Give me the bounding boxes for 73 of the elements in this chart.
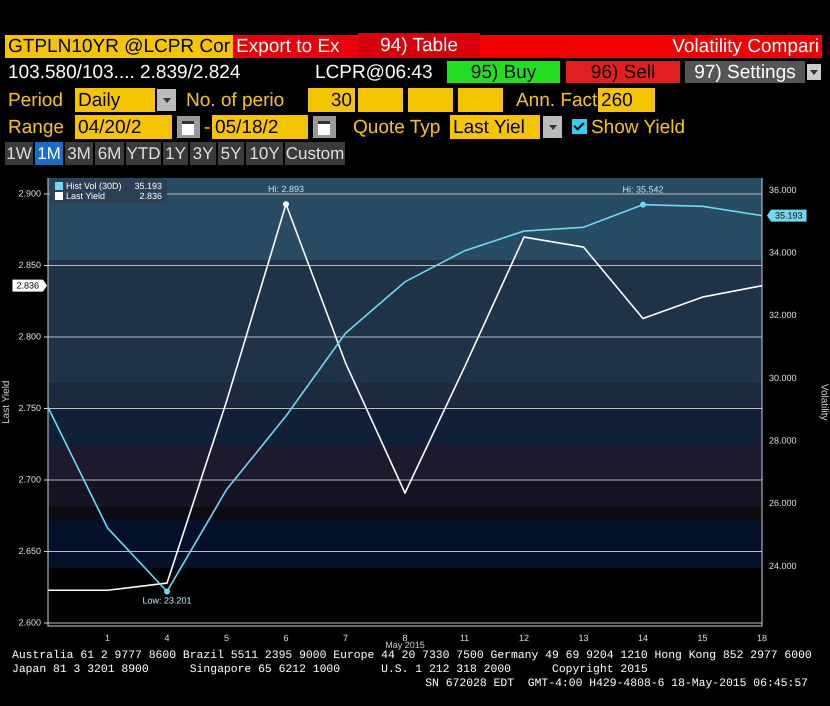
y-tick-label: 2.650 [18,546,41,556]
text: Show Yield [590,116,686,139]
text: 97) Settings [685,61,805,83]
text: 05/18/2 [212,115,308,139]
text: Range [7,116,65,139]
text: Custom [285,142,345,165]
y2-tick-label: 28.000 [769,436,797,446]
text: 35.193 [775,210,803,221]
x-tick-label: 11 [460,632,470,643]
y-tick-label: 2.750 [18,403,41,414]
text: Period [7,88,64,112]
text: 04/20/2 [75,115,172,139]
text: Last Yiel [450,115,540,139]
text: 1W [5,142,33,165]
x-tick-label: 8 [402,632,408,643]
text: LCPR@06:43 [314,61,434,83]
text: 260 [598,88,655,112]
y2-tick-label: 32.000 [769,310,797,320]
text: 94) Table [358,33,480,58]
legend-label: Last Yield [66,191,106,201]
x-tick-label: 12 [518,632,530,643]
x-tick-label: 7 [342,632,348,643]
y2-tick-label: 34.000 [769,247,797,258]
y-tick-label: 2.800 [18,332,41,342]
text: 96) Sell [566,61,680,83]
text: Japan 81 3 3201 8900 Singapore 65 6212 1000 U.S. 1 212 318 2000 Copyright 2015 [12,664,648,676]
text: 1Y [163,142,188,165]
text: 3M [65,142,93,165]
text: SN 672028 EDT GMT-4:00 H429-4808-6 18-May-2015 06:45:57 [425,678,808,690]
text: - [203,116,212,139]
x-tick-label: 5 [224,632,230,643]
text: Export to Ex [233,35,358,58]
x-tick-label: 13 [578,632,589,643]
x-axis-title: May 2015 [385,640,425,650]
y-tick-label: 2.700 [18,474,41,485]
y2-tick-label: 24.000 [769,560,797,571]
y2-tick-label: 30.000 [769,372,797,383]
x-tick-label: 14 [638,632,648,643]
text: GTPLN10YR @LCPR Cor [5,35,233,58]
annotation: Hi: 35.542 [622,184,664,195]
y2-tick-label: 26.000 [769,498,797,508]
text: 95) Buy [447,61,560,83]
text: 2.836 [16,280,40,291]
y-axis-title: Last Yield [0,380,12,424]
x-tick-label: 4 [164,632,170,643]
text: 6M [95,142,124,165]
legend-label: Hist Vol (30D) [66,181,122,191]
y-tick-label: 2.900 [18,188,41,199]
text: Quote Typ [352,116,442,139]
annotation: Low: 23.201 [142,595,192,606]
x-tick-label: 6 [283,632,289,643]
x-tick-label: 1 [104,632,110,643]
text: 3Y [190,142,216,165]
y-tick-label: 2.600 [18,618,41,628]
y2-axis-title: Volatility [818,384,830,421]
text: Volatility Compari [480,35,822,58]
y-tick-label: 2.850 [18,260,41,270]
text: 30 [308,88,355,112]
text: 5Y [218,142,244,165]
x-tick-label: 15 [697,632,708,643]
text: Ann. Fact [515,88,598,112]
text: 1M [35,142,63,165]
text: YTD [126,142,161,165]
text: Daily [75,88,155,112]
text: Australia 61 2 9777 8600 Brazil 5511 2395 9000 Europe 44 20 7330 7500 Germany 49 69 9204 1210 Hong Kong 852 2977 6000 [12,650,812,662]
x-tick-label: 18 [756,632,768,643]
text: 10Y [246,142,283,165]
annotation: Hi: 2.893 [268,184,304,194]
y2-tick-label: 36.000 [769,184,797,195]
text: No. of perio [185,88,286,112]
annotation: 2.836 [138,191,162,201]
text: 103.580/103.... 2.839/2.824 [7,61,242,83]
annotation: 35.193 [134,181,162,191]
